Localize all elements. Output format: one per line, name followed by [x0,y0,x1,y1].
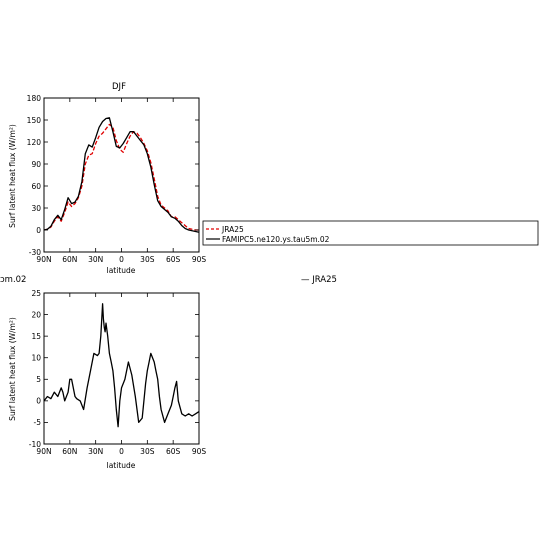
bottom-x-tick-label: 0 [119,447,124,456]
bottom-x-axis-label: latitude [107,461,136,470]
bottom-plot-frame [43,292,200,445]
bottom-y-tick-label: 0 [36,397,41,406]
top-y-tick-label: 180 [27,94,42,103]
top-ticks: 90N 60N 30N 0 30S 60S 90S -30 0 30 60 90 120 150 180 [27,94,207,264]
bottom-x-tick-label: 60S [166,447,181,456]
bottom-y-tick-label: 10 [31,354,41,363]
legend-label-famipc5: FAMIPC5.ne120.ys.tau5m.02 [222,235,330,244]
top-y-tick-label: 150 [27,116,42,125]
top-y-tick-label: 120 [27,138,42,147]
bottom-series-layer [43,303,200,428]
bottom-panel: 90N 60N 30N 0 30S 60S 90S -10 -5 0 5 10 15 20 25 latit… [8,289,206,470]
bottom-y-tick-label: 15 [31,332,41,341]
bottom-ticks: 90N 60N 30N 0 30S 60S 90S -10 -5 0 5 10 15 20 25 [29,289,207,456]
top-x-tick-label: 90N [36,255,51,264]
legend-box [202,220,539,246]
bottom-y-axis-label: Surf latent heat flux (W/m²) [8,317,17,421]
legend: JRA25 FAMIPC5.ne120.ys.tau5m.02 [202,220,539,246]
top-x-tick-label: 60N [62,255,77,264]
bottom-x-tick-label: 30S [140,447,155,456]
top-x-axis-label: latitude [107,266,136,275]
bottom-y-tick-label: -5 [34,418,42,427]
top-x-tick-label: 90S [192,255,207,264]
top-chart-title: DJF [112,82,126,92]
top-x-tick-label: 30S [140,255,155,264]
top-y-tick-label: 30 [31,204,41,213]
top-y-tick-label: 90 [31,160,41,169]
top-panel: DJF 90N 60N 30N 0 30S 60S 90S -30 0 30 60 90 120 150 1… [8,82,206,275]
bottom-x-tick-label: 90S [192,447,207,456]
top-plot-frame [43,97,200,253]
top-y-tick-label: 60 [31,182,41,191]
left-cut-fragment: ɔm.02 [0,275,26,285]
legend-label-jra25: JRA25 [221,225,244,234]
top-series-line-1 [43,117,200,233]
bottom-y-tick-label: 25 [31,289,41,298]
bottom-x-tick-label: 90N [36,447,51,456]
top-series-layer [43,117,200,233]
top-y-tick-label: 0 [36,226,41,235]
right-legend-fragment: — JRA25 [301,275,337,285]
top-series-line-0 [43,123,199,231]
top-x-tick-label: 30N [88,255,103,264]
top-y-tick-label: -30 [29,248,41,257]
bottom-y-tick-label: 5 [36,375,41,384]
top-y-axis-label: Surf latent heat flux (W/m²) [8,124,17,228]
bottom-x-tick-label: 30N [88,447,103,456]
bottom-x-tick-label: 60N [62,447,77,456]
bottom-y-tick-label: -10 [29,440,41,449]
bottom-series-line-0 [43,303,200,428]
top-x-tick-label: 0 [119,255,124,264]
bottom-y-tick-label: 20 [31,310,41,319]
top-x-tick-label: 60S [166,255,181,264]
